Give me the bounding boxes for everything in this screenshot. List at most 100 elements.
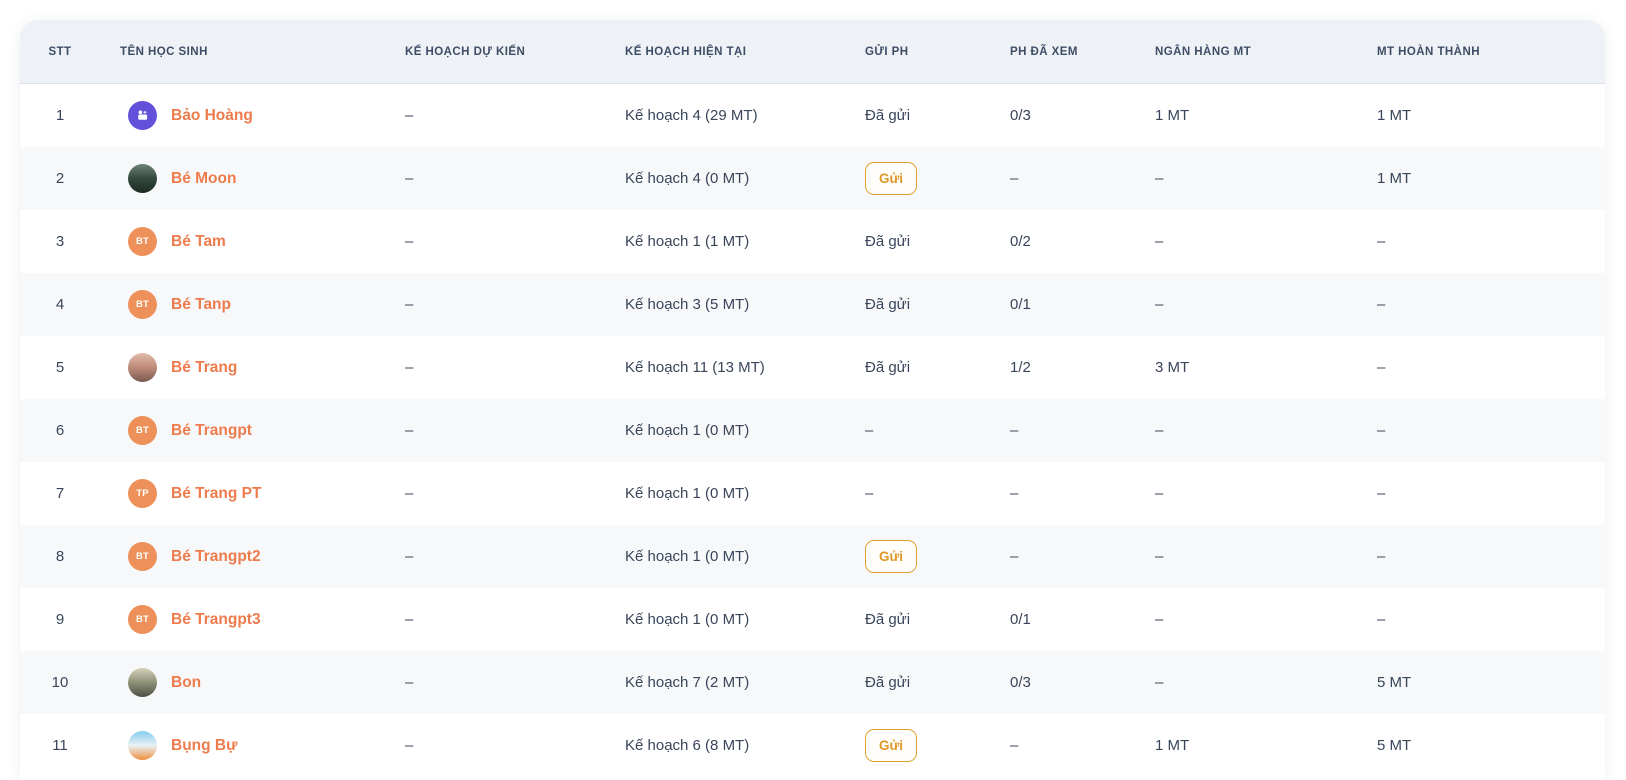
- student-name-link[interactable]: Bảo Hoàng: [171, 106, 253, 124]
- cell-ph-viewed: 0/3: [1010, 107, 1031, 124]
- column-header-stt: STT: [48, 45, 72, 58]
- send-status-text: Đã gửi: [865, 674, 911, 691]
- cell-plan-current: Kế hoạch 4 (29 MT): [625, 107, 758, 124]
- student-name-link[interactable]: Bé Trang: [171, 358, 238, 376]
- table-row: 11 Bụng Bự – Kế hoạch 6 (8 MT) Gửi – 1 M…: [20, 714, 1605, 777]
- cell-mt-done: 1 MT: [1377, 107, 1412, 124]
- cell-mt-done: –: [1377, 548, 1386, 565]
- student-name-link[interactable]: Bé Trangpt: [171, 421, 252, 439]
- cell-send-ph: Gửi: [845, 539, 990, 574]
- column-header-plan-current: KẾ HOẠCH HIỆN TẠI: [625, 45, 747, 58]
- send-status-text: Đã gửi: [865, 296, 911, 313]
- student-cell: BT Bé Trangpt3: [100, 605, 385, 634]
- student-name-link[interactable]: Bé Tam: [171, 232, 226, 250]
- student-name-link[interactable]: Bé Tanp: [171, 295, 231, 313]
- cell-mt-done: 5 MT: [1377, 674, 1412, 691]
- column-header-student-name: TÊN HỌC SINH: [120, 45, 208, 58]
- send-status-text: Đã gửi: [865, 107, 911, 124]
- row-index: 2: [55, 170, 65, 187]
- table-row: 5 Bé Trang – Kế hoạch 11 (13 MT) Đã gửi …: [20, 336, 1605, 399]
- student-name-link[interactable]: Bé Moon: [171, 169, 237, 187]
- table-row: 7 TP Bé Trang PT – Kế hoạch 1 (0 MT) – –…: [20, 462, 1605, 525]
- student-cell: BT Bé Tanp: [100, 290, 385, 319]
- student-name-link[interactable]: Bé Trangpt3: [171, 610, 261, 628]
- student-name-link[interactable]: Bé Trangpt2: [171, 547, 261, 565]
- student-avatar: [128, 101, 157, 130]
- cell-mt-done: –: [1377, 359, 1386, 376]
- row-index: 9: [55, 611, 65, 628]
- student-cell: Bon: [100, 668, 385, 697]
- row-index: 11: [52, 737, 68, 754]
- cell-plan-current: Kế hoạch 6 (8 MT): [625, 737, 750, 754]
- send-button[interactable]: Gửi: [865, 728, 918, 763]
- send-button[interactable]: Gửi: [865, 539, 918, 574]
- cell-plan-current: Kế hoạch 3 (5 MT): [625, 296, 750, 313]
- student-avatar: [128, 353, 157, 382]
- cell-mt-done: 1 MT: [1377, 170, 1412, 187]
- table-row: 8 BT Bé Trangpt2 – Kế hoạch 1 (0 MT) Gửi…: [20, 525, 1605, 588]
- student-cell: Bé Moon: [100, 164, 385, 193]
- cell-plan-current: Kế hoạch 11 (13 MT): [625, 359, 765, 376]
- cell-ph-viewed: 0/2: [1010, 233, 1031, 250]
- cell-send-ph: Đã gửi: [845, 296, 990, 313]
- cell-ph-viewed: 0/1: [1010, 611, 1031, 628]
- cell-plan-expected: –: [405, 296, 414, 313]
- cell-mt-bank: –: [1155, 611, 1164, 628]
- send-status-text: –: [865, 485, 874, 502]
- cell-plan-current: Kế hoạch 7 (2 MT): [625, 674, 750, 691]
- send-status-text: Đã gửi: [865, 611, 911, 628]
- row-index: 8: [55, 548, 65, 565]
- student-avatar: BT: [128, 290, 157, 319]
- student-name-link[interactable]: Bụng Bự: [171, 736, 238, 754]
- cell-mt-bank: –: [1155, 485, 1164, 502]
- cell-plan-expected: –: [405, 170, 414, 187]
- column-header-mt-done: MT HOÀN THÀNH: [1377, 45, 1480, 58]
- student-cell: Bé Trang: [100, 353, 385, 382]
- table-row: 3 BT Bé Tam – Kế hoạch 1 (1 MT) Đã gửi 0…: [20, 210, 1605, 273]
- student-avatar: BT: [128, 416, 157, 445]
- table-row: 6 BT Bé Trangpt – Kế hoạch 1 (0 MT) – – …: [20, 399, 1605, 462]
- student-name-link[interactable]: Bon: [171, 673, 202, 691]
- cell-mt-bank: –: [1155, 296, 1164, 313]
- student-cell: BT Bé Trangpt: [100, 416, 385, 445]
- table-row: 2 Bé Moon – Kế hoạch 4 (0 MT) Gửi – – 1 …: [20, 147, 1605, 210]
- cell-mt-bank: –: [1155, 548, 1164, 565]
- cell-ph-viewed: 0/1: [1010, 296, 1031, 313]
- cell-mt-bank: –: [1155, 422, 1164, 439]
- cell-plan-expected: –: [405, 548, 414, 565]
- cell-send-ph: Đã gửi: [845, 611, 990, 628]
- table-row: 1 Bảo Hoàng – Kế hoạch 4 (29 MT) Đã gửi …: [20, 84, 1605, 147]
- send-button[interactable]: Gửi: [865, 161, 918, 196]
- students-table-card: STT TÊN HỌC SINH KẾ HOẠCH DỰ KIẾN KẾ HOẠ…: [20, 20, 1605, 780]
- cell-mt-bank: –: [1155, 170, 1164, 187]
- cell-send-ph: Đã gửi: [845, 359, 990, 376]
- send-status-text: Đã gửi: [865, 233, 911, 250]
- cell-send-ph: Gửi: [845, 161, 990, 196]
- student-cell: BT Bé Trangpt2: [100, 542, 385, 571]
- student-cell: TP Bé Trang PT: [100, 479, 385, 508]
- cell-plan-current: Kế hoạch 4 (0 MT): [625, 170, 750, 187]
- student-name-link[interactable]: Bé Trang PT: [171, 484, 262, 502]
- cell-send-ph: Đã gửi: [845, 107, 990, 124]
- cell-plan-expected: –: [405, 737, 414, 754]
- cell-mt-done: –: [1377, 296, 1386, 313]
- row-index: 3: [55, 233, 65, 250]
- row-index: 10: [51, 674, 69, 691]
- cell-mt-bank: –: [1155, 674, 1164, 691]
- cell-ph-viewed: –: [1010, 422, 1019, 439]
- cell-plan-expected: –: [405, 422, 414, 439]
- table-body: 1 Bảo Hoàng – Kế hoạch 4 (29 MT) Đã gửi …: [20, 84, 1605, 777]
- cell-plan-current: Kế hoạch 1 (0 MT): [625, 485, 750, 502]
- student-avatar: BT: [128, 542, 157, 571]
- send-status-text: –: [865, 422, 874, 439]
- row-index: 7: [55, 485, 65, 502]
- row-index: 4: [55, 296, 65, 313]
- cell-ph-viewed: 1/2: [1010, 359, 1031, 376]
- cell-mt-done: –: [1377, 485, 1386, 502]
- row-index: 5: [55, 359, 65, 376]
- student-cell: Bảo Hoàng: [100, 101, 385, 130]
- cell-mt-done: –: [1377, 422, 1386, 439]
- cell-plan-expected: –: [405, 359, 414, 376]
- cell-send-ph: –: [845, 422, 990, 439]
- cell-ph-viewed: –: [1010, 170, 1019, 187]
